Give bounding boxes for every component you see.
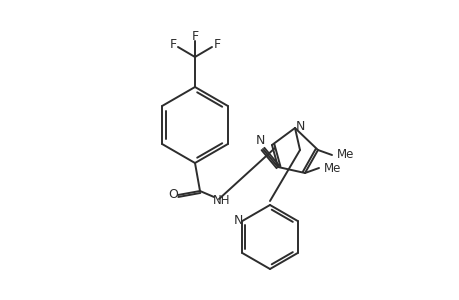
Text: F: F [213,38,220,50]
Text: F: F [169,38,176,50]
Text: O: O [168,188,178,202]
Text: NH: NH [213,194,230,208]
Text: N: N [255,134,264,146]
Text: F: F [191,31,198,44]
Text: N: N [295,119,304,133]
Text: N: N [233,214,242,227]
Text: Me: Me [324,161,341,175]
Text: Me: Me [336,148,354,161]
